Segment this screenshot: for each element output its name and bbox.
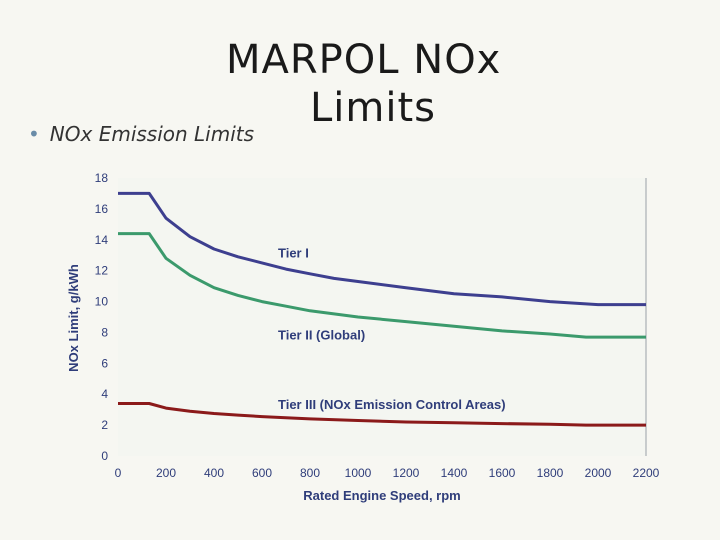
title-line-1: MARPOL NOx — [226, 37, 502, 83]
y-tick-label: 8 — [101, 325, 108, 339]
x-tick-label: 1200 — [393, 466, 420, 480]
x-tick-label: 2200 — [633, 466, 660, 480]
y-ticks: 0 2 4 6 8 10 12 14 16 18 — [95, 171, 109, 463]
y-axis-label: NOx Limit, g/kWh — [66, 264, 81, 372]
series-group — [118, 191, 646, 427]
title-line-2: Limits — [310, 85, 436, 131]
y-tick-label: 6 — [101, 356, 108, 370]
plot-area — [118, 178, 646, 456]
series-labels: Tier I Tier II (Global) Tier III (NOx Emis… — [278, 246, 506, 412]
y-tick-label: 10 — [95, 295, 109, 309]
x-tick-label: 2000 — [585, 466, 612, 480]
x-tick-label: 400 — [204, 466, 224, 480]
y-tick-label: 4 — [101, 387, 108, 401]
x-tick-label: 1800 — [537, 466, 564, 480]
x-ticks: 0 200 400 600 800 1000 1200 1400 1600 1800 2000 220… — [115, 466, 660, 480]
y-tick-label: 12 — [95, 264, 109, 278]
series-line-1 — [118, 191, 646, 307]
x-tick-label: 1000 — [345, 466, 372, 480]
x-tick-label: 600 — [252, 466, 272, 480]
bullet-item: • NOx Emission Limits — [28, 122, 254, 146]
x-tick-label: 1600 — [489, 466, 516, 480]
series-label-2: Tier II (Global) — [278, 327, 365, 342]
x-tick-label: 200 — [156, 466, 176, 480]
y-tick-label: 14 — [95, 233, 109, 247]
series-line-2 — [118, 232, 646, 339]
series-label-3: Tier III (NOx Emission Control Areas) — [278, 397, 506, 412]
x-tick-label: 0 — [115, 466, 122, 480]
bullet-text: NOx Emission Limits — [49, 122, 255, 146]
y-tick-label: 2 — [101, 418, 108, 432]
y-tick-label: 16 — [95, 202, 109, 216]
x-tick-label: 800 — [300, 466, 320, 480]
series-line-3 — [118, 402, 646, 427]
bullet-dot-icon: • — [28, 122, 40, 146]
x-axis-label: Rated Engine Speed, rpm — [303, 488, 460, 503]
series-label-1: Tier I — [278, 246, 309, 261]
y-tick-label: 0 — [101, 449, 108, 463]
y-tick-label: 18 — [95, 171, 109, 185]
x-tick-label: 1400 — [441, 466, 468, 480]
